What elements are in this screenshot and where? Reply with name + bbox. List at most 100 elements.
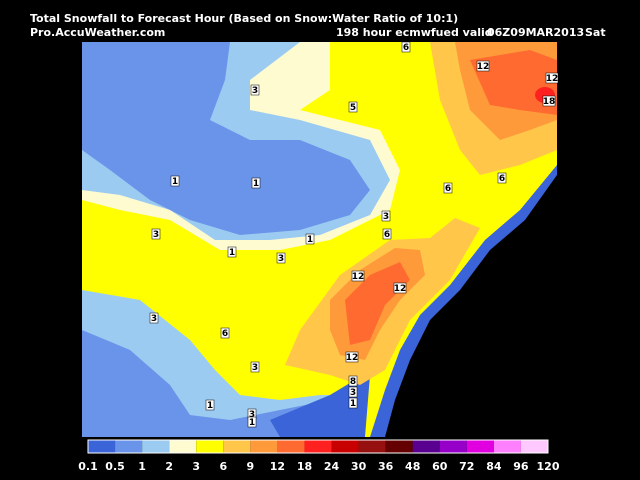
legend-swatch — [142, 440, 170, 453]
legend-swatch — [466, 440, 494, 453]
map-label: 3 — [252, 363, 258, 373]
label-box — [542, 95, 556, 107]
map-label: 12 — [546, 74, 559, 84]
map-label: 8 — [350, 377, 356, 387]
legend-label: 18 — [297, 460, 312, 473]
legend-frame — [87, 439, 549, 454]
legend-label: 6 — [219, 460, 227, 473]
label-box — [170, 175, 180, 187]
snow-band-2b — [300, 42, 330, 80]
legend-label: 72 — [459, 460, 474, 473]
map-title: Total Snowfall to Forecast Hour (Based o… — [30, 12, 458, 25]
legend-label: 0.1 — [78, 460, 98, 473]
legend-swatch — [439, 440, 467, 453]
label-box — [220, 327, 230, 339]
label-box — [476, 60, 490, 72]
label-box — [151, 228, 161, 240]
label-box — [381, 210, 391, 222]
legend-swatch — [358, 440, 386, 453]
label-box — [348, 375, 358, 387]
label-box — [250, 84, 260, 96]
map-label: 12 — [346, 353, 359, 363]
legend-swatch — [385, 440, 413, 453]
map-label: 1 — [350, 399, 356, 409]
label-box — [401, 41, 411, 53]
label-box — [276, 252, 286, 264]
legend-label: 2 — [165, 460, 173, 473]
run-info: 198 hour ecmwfued valid — [336, 26, 493, 39]
label-box — [247, 416, 257, 428]
legend-label: 0.5 — [105, 460, 125, 473]
legend-swatch — [169, 440, 197, 453]
snow-band-05-south — [82, 330, 355, 437]
label-box — [250, 361, 260, 373]
legend-swatch — [223, 440, 251, 453]
snow-band-05 — [82, 42, 370, 235]
label-box — [345, 351, 359, 363]
label-box — [348, 397, 358, 409]
legend-label: 12 — [270, 460, 285, 473]
map-label: 6 — [222, 329, 228, 339]
legend-swatch — [304, 440, 332, 453]
valid-time: 06Z09MAR2013 — [487, 26, 584, 39]
legend-label: 60 — [432, 460, 448, 473]
map-label: 6 — [403, 43, 409, 53]
legend-swatch — [88, 440, 116, 453]
legend-swatch — [493, 440, 521, 453]
legend-swatch — [115, 440, 143, 453]
label-box — [305, 233, 315, 245]
snow-band-12-ne — [470, 50, 557, 115]
label-box — [205, 399, 215, 411]
map-label: 12 — [394, 284, 407, 294]
map-label: 3 — [249, 410, 255, 420]
source: Pro.AccuWeather.com — [30, 26, 165, 39]
map — [82, 42, 557, 437]
legend-label: 3 — [192, 460, 200, 473]
map-label: 1 — [229, 248, 235, 258]
snow-band-01-south — [270, 375, 370, 437]
label-box — [348, 386, 358, 398]
legend-swatch — [520, 440, 548, 453]
map-label: 12 — [477, 62, 490, 72]
label-box — [227, 246, 237, 258]
legend-label: 120 — [537, 460, 560, 473]
map-label: 6 — [445, 184, 451, 194]
label-box — [251, 177, 261, 189]
legend-label: 48 — [405, 460, 420, 473]
legend-label: 30 — [351, 460, 367, 473]
legend-label: 1 — [138, 460, 146, 473]
legend-label: 36 — [378, 460, 394, 473]
valid-day: Sat — [585, 26, 606, 39]
legend-swatch — [412, 440, 440, 453]
legend-swatch — [277, 440, 305, 453]
label-box — [393, 282, 407, 294]
map-label: 12 — [352, 272, 365, 282]
map-label: 18 — [543, 97, 556, 107]
legend-swatch — [331, 440, 359, 453]
label-box — [443, 182, 453, 194]
map-label: 6 — [384, 230, 390, 240]
color-legend: 0.1 0.5 1 2 3 6 9 12 18 24 30 36 48 60 72 84 96 120 — [78, 439, 560, 473]
legend-label: 96 — [513, 460, 529, 473]
legend-label: 24 — [324, 460, 340, 473]
ocean — [385, 175, 557, 437]
label-box — [545, 72, 559, 84]
label-box — [497, 172, 507, 184]
map-label: 3 — [350, 388, 356, 398]
label-box — [351, 270, 365, 282]
map-label: 3 — [151, 314, 157, 324]
label-box — [382, 228, 392, 240]
label-box — [348, 101, 358, 113]
map-label: 1 — [172, 177, 178, 187]
legend-swatch — [196, 440, 224, 453]
legend-label: 84 — [486, 460, 502, 473]
map-label: 1 — [207, 401, 213, 411]
map-label: 3 — [252, 86, 258, 96]
legend-swatch — [250, 440, 278, 453]
label-box — [149, 312, 159, 324]
map-label: 1 — [249, 418, 255, 428]
map-label: 3 — [383, 212, 389, 222]
map-label: 3 — [278, 254, 284, 264]
